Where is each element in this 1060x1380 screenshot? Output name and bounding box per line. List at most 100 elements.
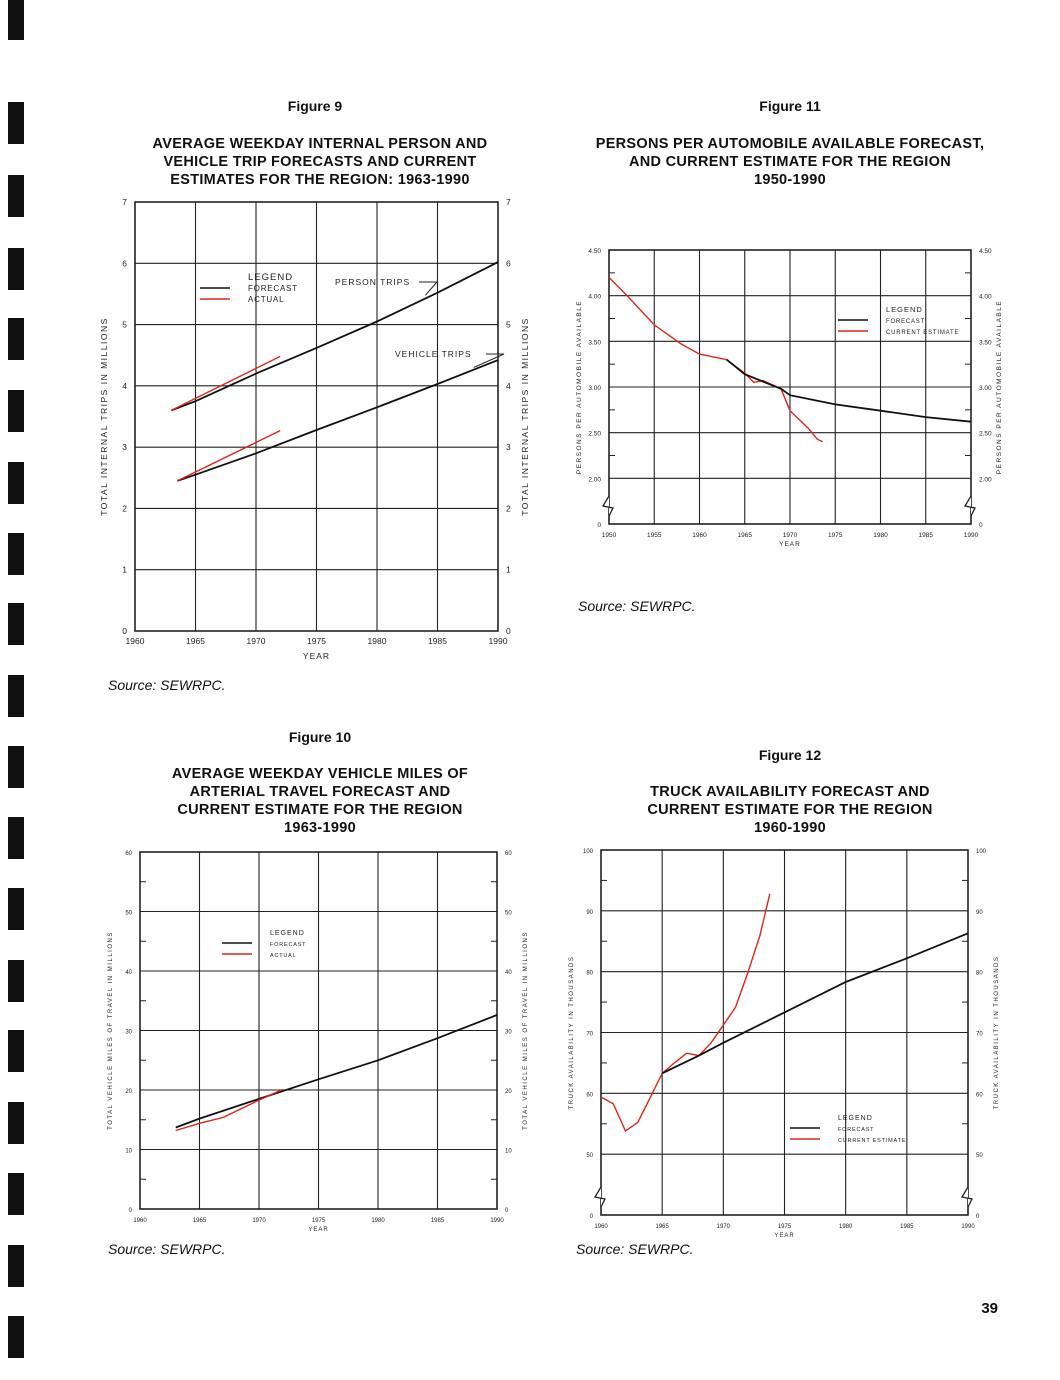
figure-11-source: Source: SEWRPC. <box>578 598 696 614</box>
legend-label: ACTUAL <box>270 953 297 959</box>
y-tick-label-right: 70 <box>976 1032 983 1038</box>
title-line: TRUCK AVAILABILITY FORECAST AND <box>650 784 930 800</box>
y-axis-label-left: PERSONS PER AUTOMOBILE AVAILABLE <box>576 300 583 474</box>
y-axis-label-right: TOTAL VEHICLE MILES OF TRAVEL IN MILLION… <box>523 931 529 1130</box>
title-line: ARTERIAL TRAVEL FORECAST AND <box>189 784 451 800</box>
x-tick-label: 1965 <box>186 636 205 646</box>
x-tick-label: 1990 <box>964 532 979 539</box>
axis-break-icon <box>963 495 976 517</box>
y-tick-label-left: 20 <box>125 1089 132 1095</box>
y-tick-label-right: 60 <box>976 1092 983 1098</box>
series-annotation: PERSON TRIPS <box>335 277 410 287</box>
series-annotation: VEHICLE TRIPS <box>395 349 472 359</box>
binding-mark <box>8 960 24 1002</box>
binding-mark <box>8 318 24 360</box>
x-tick-label: 1960 <box>692 532 707 539</box>
y-tick-label-left: 90 <box>586 910 593 916</box>
axis-break-icon <box>593 1186 606 1208</box>
axis-break-icon <box>960 1186 973 1208</box>
series-line-forecast <box>175 1014 498 1129</box>
y-tick-label-left: 50 <box>125 911 132 917</box>
y-tick-label-right: 100 <box>976 849 987 855</box>
figure-10-label: Figure 10 <box>288 729 352 745</box>
x-tick-label: 1990 <box>489 636 508 646</box>
x-tick-label: 1965 <box>655 1224 669 1230</box>
y-tick-label-left: 0 <box>122 626 127 636</box>
title-line: 1960-1990 <box>753 820 827 836</box>
figure-12-source: Source: SEWRPC. <box>576 1241 694 1257</box>
y-tick-label-right: 30 <box>505 1030 512 1036</box>
y-tick-label-left: 100 <box>583 849 594 855</box>
y-axis-label-right: TRUCK AVAILABILITY IN THOUSANDS <box>994 956 1000 1110</box>
binding-mark <box>8 1245 24 1287</box>
y-tick-label-left: 6 <box>122 258 127 268</box>
x-tick-label: 1975 <box>307 636 326 646</box>
binding-mark <box>8 603 24 645</box>
y-tick-label-left: 0 <box>597 522 601 529</box>
figure-12-label: Figure 12 <box>758 747 822 763</box>
y-tick-label-left: 0 <box>129 1208 133 1214</box>
x-tick-label: 1955 <box>647 532 662 539</box>
legend-label: CURRENT ESTIMATE <box>886 330 959 336</box>
x-tick-label: 1975 <box>778 1224 792 1230</box>
y-tick-label-left: 3 <box>122 442 127 452</box>
legend-label: FORECAST <box>886 319 925 325</box>
y-tick-label-left: 3.00 <box>588 385 601 392</box>
legend-label: ACTUAL <box>248 295 284 304</box>
y-tick-label-left: 2.00 <box>588 476 601 483</box>
series-line-actual <box>176 429 281 482</box>
y-tick-label-left: 70 <box>586 1032 593 1038</box>
legend-label: FORECAST <box>248 284 298 293</box>
y-tick-label-right: 3.50 <box>979 339 992 346</box>
y-tick-label-right: 4 <box>506 381 511 391</box>
y-tick-label-right: 6 <box>506 258 511 268</box>
binding-mark <box>8 1173 24 1215</box>
y-tick-label-left: 1 <box>122 565 127 575</box>
x-axis-label: YEAR <box>774 1233 794 1239</box>
x-tick-label: 1985 <box>428 636 447 646</box>
y-tick-label-right: 50 <box>505 911 512 917</box>
x-axis-label: YEAR <box>303 651 330 661</box>
series-line-actual <box>608 276 823 443</box>
y-axis-label-left: TOTAL INTERNAL TRIPS IN MILLIONS <box>99 317 109 516</box>
legend-label: FORECAST <box>838 1127 874 1133</box>
y-tick-label-right: 2 <box>506 503 511 513</box>
binding-mark <box>8 1102 24 1144</box>
x-tick-label: 1990 <box>961 1224 975 1230</box>
x-tick-label: 1970 <box>783 532 798 539</box>
y-tick-label-right: 7 <box>506 197 511 207</box>
figure-10-source: Source: SEWRPC. <box>108 1241 226 1257</box>
y-tick-label-right: 2.00 <box>979 476 992 483</box>
y-tick-label-right: 0 <box>505 1208 509 1214</box>
binding-mark <box>8 888 24 930</box>
binding-mark <box>8 675 24 717</box>
y-tick-label-right: 90 <box>976 910 983 916</box>
legend: LEGEND FORECAST CURRENT ESTIMATE <box>838 305 959 336</box>
legend-title: LEGEND <box>248 272 293 283</box>
annotation-arrow <box>419 281 439 296</box>
figure-12-title: TRUCK AVAILABILITY FORECAST AND CURRENT … <box>580 783 1000 837</box>
x-tick-label: 1980 <box>839 1224 853 1230</box>
x-tick-label: 1970 <box>252 1218 266 1224</box>
y-tick-label-left: 5 <box>122 320 127 330</box>
y-axis-label-left: TRUCK AVAILABILITY IN THOUSANDS <box>569 956 575 1110</box>
legend-label: FORECAST <box>270 942 306 948</box>
series-line-forecast <box>177 359 499 482</box>
y-axis-label-right: TOTAL INTERNAL TRIPS IN MILLIONS <box>520 317 530 516</box>
binding-mark <box>8 533 24 575</box>
title-line: 1950-1990 <box>753 172 827 188</box>
y-tick-label-left: 60 <box>586 1092 593 1098</box>
x-tick-label: 1985 <box>431 1218 445 1224</box>
series-line-actual <box>175 1088 284 1132</box>
x-tick-label: 1985 <box>919 532 934 539</box>
legend-title: LEGEND <box>838 1115 873 1122</box>
series-line-forecast <box>726 358 972 423</box>
figure-11-label: Figure 11 <box>759 98 821 114</box>
figure-10-title: AVERAGE WEEKDAY VEHICLE MILES OF ARTERIA… <box>110 765 530 837</box>
legend: LEGEND FORECAST CURRENT ESTIMATE <box>790 1115 905 1144</box>
y-tick-label-left: 10 <box>125 1149 132 1155</box>
